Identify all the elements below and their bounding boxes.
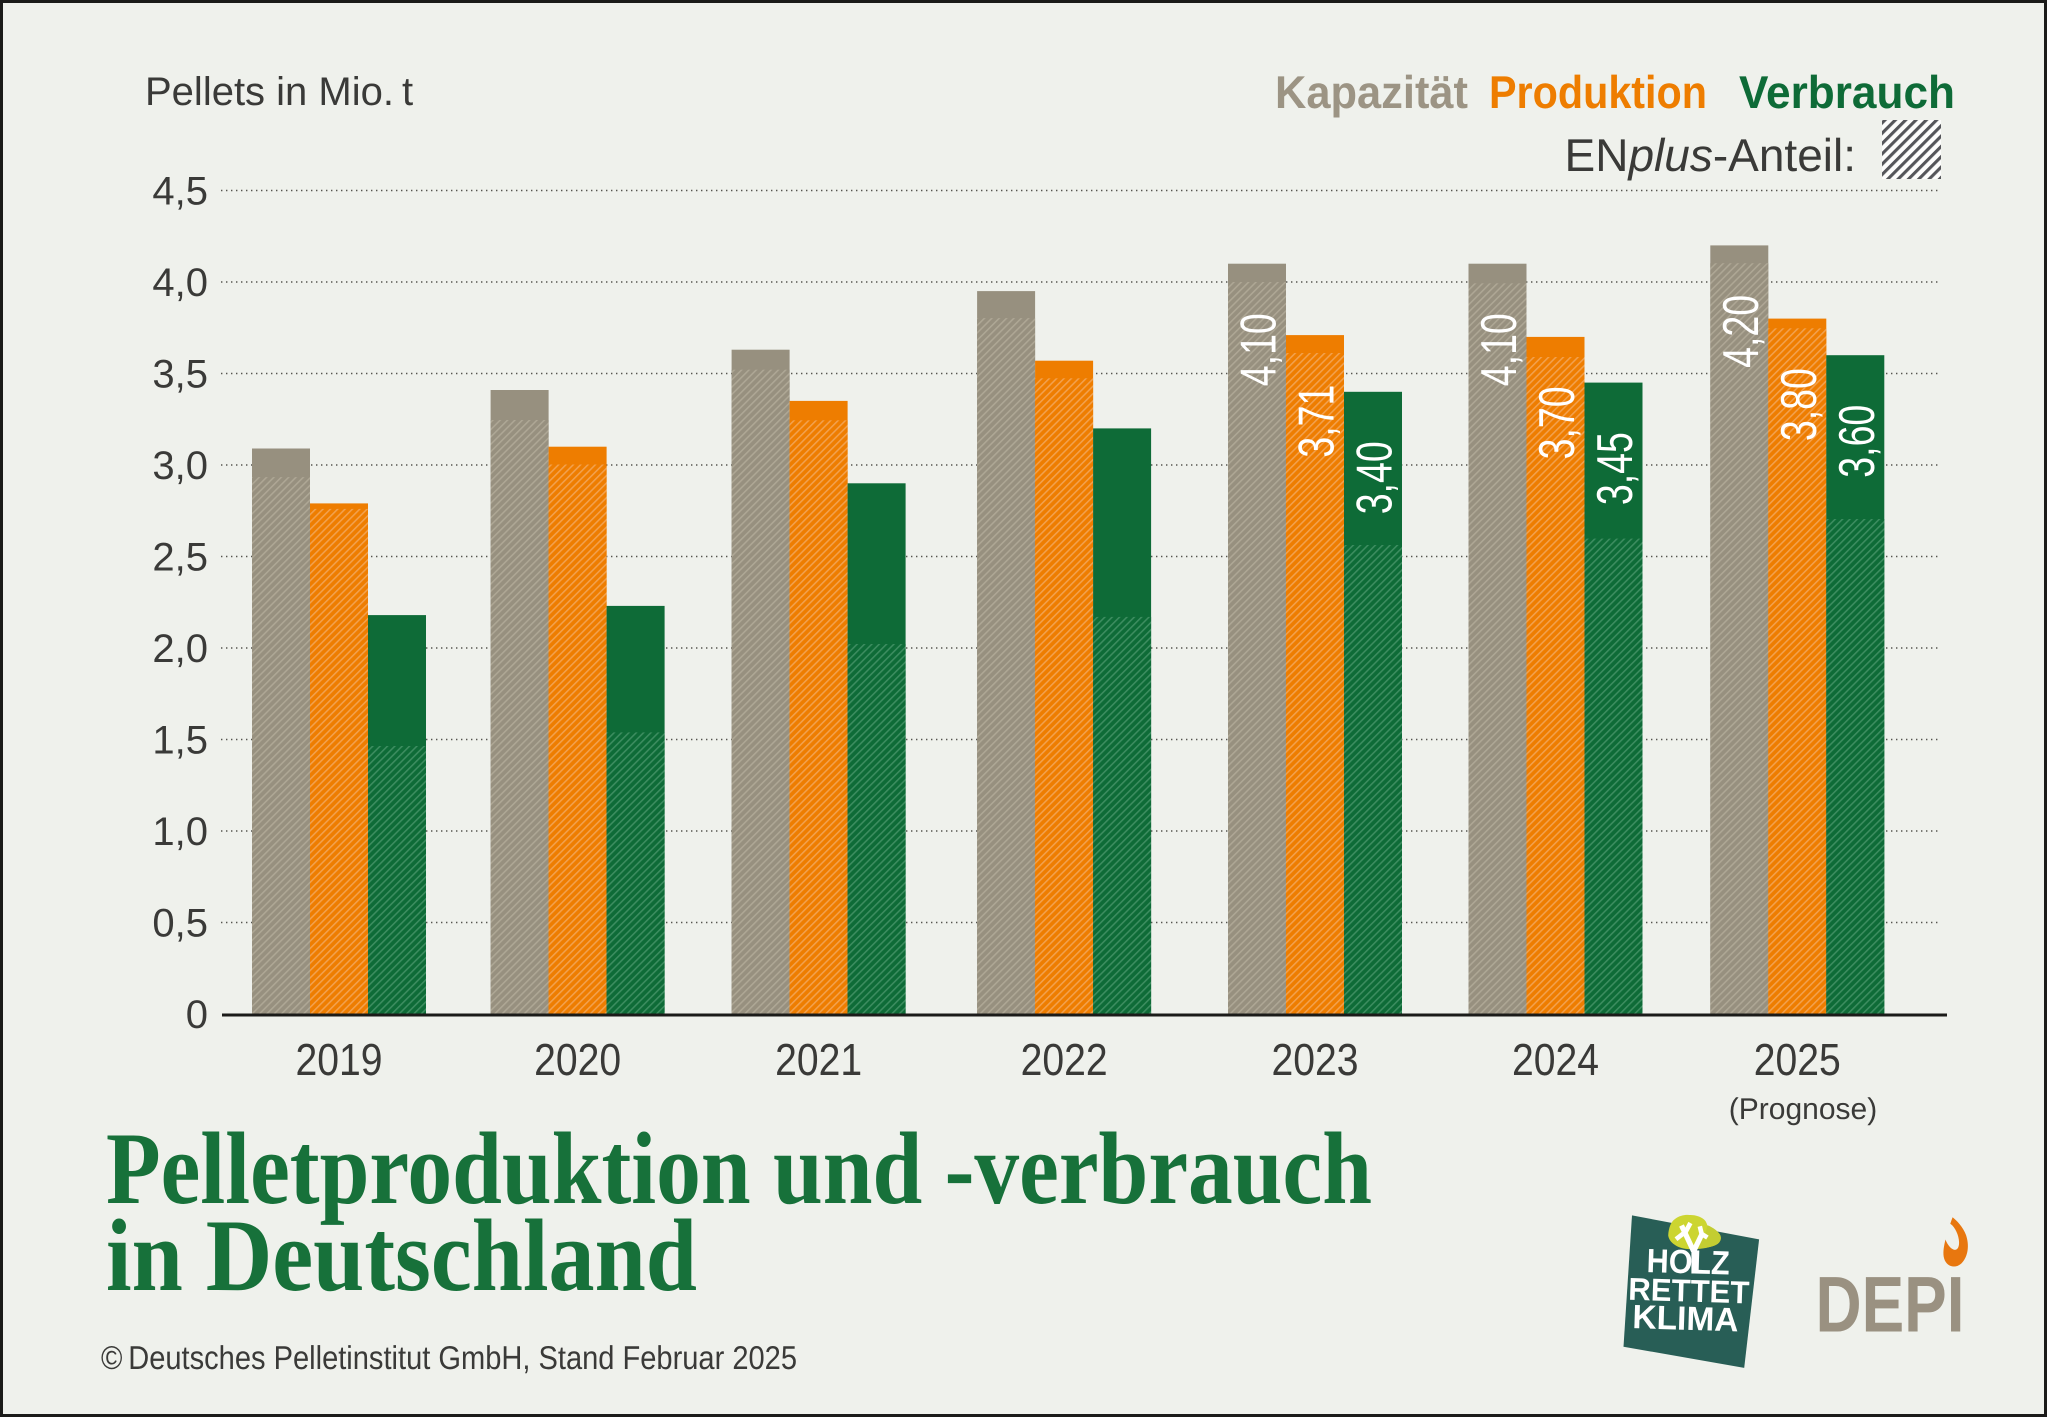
svg-text:HOLZ: HOLZ — [1646, 1243, 1730, 1283]
svg-text:2023: 2023 — [1272, 1034, 1359, 1085]
svg-text:0,5: 0,5 — [152, 902, 208, 946]
svg-text:2021: 2021 — [775, 1034, 862, 1085]
svg-text:4,0: 4,0 — [152, 261, 208, 305]
svg-text:2025: 2025 — [1754, 1034, 1841, 1085]
svg-text:3,71: 3,71 — [1288, 385, 1345, 458]
svg-text:Produktion: Produktion — [1489, 66, 1707, 118]
svg-text:3,0: 3,0 — [152, 444, 208, 488]
svg-text:(Prognose): (Prognose) — [1729, 1093, 1877, 1126]
svg-text:4,20: 4,20 — [1712, 295, 1769, 368]
svg-text:ENplus-Anteil:: ENplus-Anteil: — [1565, 129, 1856, 181]
svg-text:Pellets in Mio. t: Pellets in Mio. t — [145, 70, 413, 114]
svg-text:© Deutsches Pelletinstitut Gmb: © Deutsches Pelletinstitut GmbH, Stand F… — [101, 1339, 797, 1376]
svg-text:3,70: 3,70 — [1528, 386, 1585, 459]
svg-text:2024: 2024 — [1512, 1034, 1599, 1085]
svg-text:KLIMA: KLIMA — [1632, 1299, 1739, 1339]
svg-text:2,0: 2,0 — [152, 627, 208, 671]
svg-text:DEPI: DEPI — [1816, 1260, 1965, 1349]
svg-text:2,5: 2,5 — [152, 536, 208, 580]
svg-text:3,5: 3,5 — [152, 353, 208, 397]
svg-text:0: 0 — [186, 993, 208, 1037]
svg-text:4,10: 4,10 — [1470, 313, 1527, 386]
svg-text:3,40: 3,40 — [1346, 441, 1403, 514]
svg-text:3,45: 3,45 — [1586, 432, 1643, 505]
svg-text:RETTET: RETTET — [1628, 1271, 1750, 1311]
svg-text:2022: 2022 — [1021, 1034, 1108, 1085]
svg-text:4,5: 4,5 — [152, 170, 208, 214]
svg-text:2020: 2020 — [534, 1034, 621, 1085]
svg-text:in Deutschland: in Deutschland — [106, 1199, 697, 1313]
svg-text:1,5: 1,5 — [152, 719, 208, 763]
svg-text:4,10: 4,10 — [1230, 313, 1287, 386]
svg-text:1,0: 1,0 — [152, 810, 208, 854]
svg-text:3,60: 3,60 — [1828, 405, 1885, 478]
svg-text:Pelletproduktion und -verbrauc: Pelletproduktion und -verbrauch — [106, 1112, 1372, 1226]
svg-text:Verbrauch: Verbrauch — [1739, 66, 1955, 118]
svg-text:2019: 2019 — [296, 1034, 383, 1085]
svg-text:Kapazität: Kapazität — [1275, 66, 1468, 118]
svg-text:3,80: 3,80 — [1770, 368, 1827, 441]
